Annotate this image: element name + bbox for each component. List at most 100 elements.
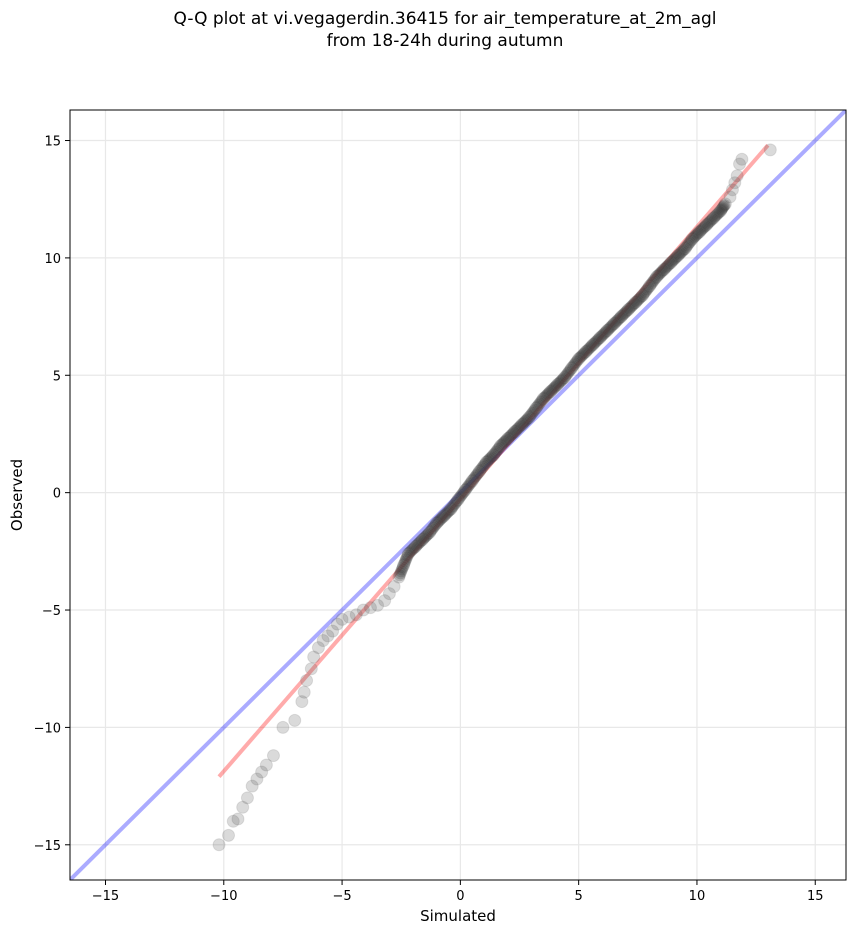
data-point-dense xyxy=(709,209,722,222)
data-point-dense xyxy=(642,281,655,294)
data-point-dense xyxy=(474,463,487,476)
data-point-dense xyxy=(682,237,695,250)
data-point-dense xyxy=(605,319,618,332)
data-point-dense xyxy=(449,496,462,509)
data-point xyxy=(387,580,401,594)
data-point xyxy=(382,587,396,601)
data-point-dense xyxy=(688,230,701,243)
data-point-dense xyxy=(399,553,412,566)
data-point-dense xyxy=(564,363,577,376)
data-point-dense xyxy=(606,318,619,331)
x-tick-label: 10 xyxy=(689,889,706,904)
x-axis-label: Simulated xyxy=(420,907,496,925)
lines xyxy=(70,110,846,880)
data-point-dense xyxy=(687,231,700,244)
data-point-dense xyxy=(711,208,724,221)
data-point-dense xyxy=(575,350,588,363)
y-axis-ticks: −15 −10 −5 0 5 10 15 xyxy=(34,135,70,854)
data-point-dense xyxy=(483,452,496,465)
x-axis-ticks: −15 −10 −5 0 5 10 15 xyxy=(92,880,824,904)
data-point-dense xyxy=(588,337,601,350)
data-point-dense xyxy=(582,343,595,356)
data-point-dense xyxy=(716,202,729,215)
data-point-dense xyxy=(559,370,572,383)
data-point-dense xyxy=(589,336,602,349)
y-axis-label: Observed xyxy=(8,459,26,531)
data-point-dense xyxy=(638,286,651,299)
data-point-dense xyxy=(630,295,643,308)
data-point-dense xyxy=(653,268,666,281)
data-point-dense xyxy=(509,424,522,437)
y-tick-label: −15 xyxy=(34,839,61,854)
data-point-dense xyxy=(708,210,721,223)
data-point-dense xyxy=(421,528,434,541)
data-point-dense xyxy=(479,457,492,470)
data-point-dense xyxy=(649,272,662,285)
data-point-dense xyxy=(526,406,539,419)
data-point xyxy=(430,516,444,530)
data-point-dense xyxy=(408,541,421,554)
data-point xyxy=(342,610,356,624)
data-point xyxy=(266,749,280,763)
data-point xyxy=(671,249,685,263)
data-point xyxy=(763,143,777,157)
fit-line xyxy=(217,143,770,779)
plot-frame xyxy=(69,109,847,881)
data-point xyxy=(565,361,579,375)
data-point-dense xyxy=(500,433,513,446)
data-point xyxy=(250,772,264,786)
data-point-dense xyxy=(424,524,437,537)
data-point xyxy=(718,197,732,211)
y-tick-label: 5 xyxy=(53,369,61,384)
data-point-dense xyxy=(654,267,667,280)
data-point-dense xyxy=(702,216,715,229)
data-point-dense xyxy=(525,408,538,421)
data-point-dense xyxy=(689,229,702,242)
data-point-dense xyxy=(442,505,455,518)
data-point-dense xyxy=(504,430,517,443)
data-point-dense xyxy=(491,444,504,457)
data-point-dense xyxy=(666,255,679,268)
data-point-dense xyxy=(646,276,658,289)
data-point xyxy=(522,411,536,425)
data-point-dense xyxy=(488,447,501,460)
data-point-dense xyxy=(433,514,446,527)
data-point-dense xyxy=(667,254,680,267)
data-point xyxy=(685,232,699,246)
data-point-dense xyxy=(585,339,598,352)
data-point-dense xyxy=(641,283,654,296)
data-point-dense xyxy=(434,513,447,526)
data-point-dense xyxy=(412,537,425,550)
data-point-dense xyxy=(493,441,506,454)
data-point xyxy=(401,547,415,561)
data-point xyxy=(692,225,706,239)
data-point-dense xyxy=(659,262,672,275)
data-point-dense xyxy=(396,561,409,574)
data-point xyxy=(494,439,508,453)
data-point xyxy=(628,296,642,309)
chart-title-line-2: from 18-24h during autumn xyxy=(326,31,564,51)
data-point-dense xyxy=(674,247,687,260)
data-point-dense xyxy=(528,403,541,416)
data-point xyxy=(437,509,451,523)
data-point-dense xyxy=(599,325,612,338)
data-point-dense xyxy=(533,397,546,410)
data-point-dense xyxy=(457,485,470,498)
data-point xyxy=(397,558,411,572)
data-point-dense xyxy=(637,287,650,300)
x-tick-label: −10 xyxy=(210,889,237,904)
data-point-dense xyxy=(538,391,551,404)
y-tick-label: −5 xyxy=(42,604,61,619)
data-point-dense xyxy=(531,400,544,413)
data-point-dense xyxy=(563,365,576,378)
data-point-dense xyxy=(546,383,559,396)
data-point xyxy=(231,812,245,826)
data-point-dense xyxy=(625,300,638,313)
data-point-dense xyxy=(695,223,708,236)
data-point-dense xyxy=(647,275,660,288)
data-point xyxy=(529,401,543,415)
data-point xyxy=(276,720,290,734)
data-point-dense xyxy=(670,250,683,263)
data-point-dense xyxy=(407,542,420,555)
